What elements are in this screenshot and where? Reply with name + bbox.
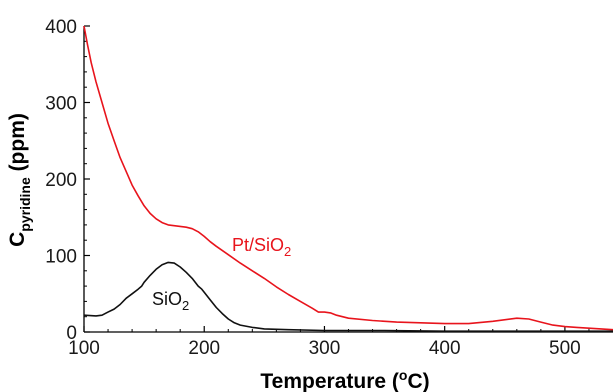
y-axis-ticks: 0 100 200 300 400 [45, 17, 90, 344]
series-label-sio2: SiO2 [152, 289, 189, 313]
series-line-sio2 [83, 261, 613, 332]
x-tick-label: 100 [68, 338, 100, 359]
series-label-pt-sio2: Pt/SiO2 [232, 235, 291, 259]
series-layer [83, 25, 613, 332]
x-tick-label: 300 [309, 338, 341, 359]
y-tick-label: 0 [66, 323, 77, 344]
x-tick-label: 200 [188, 338, 220, 359]
y-tick-label: 100 [45, 247, 77, 268]
series-line-pt-sio2 [83, 25, 613, 331]
x-tick-label: 500 [549, 338, 581, 359]
y-tick-label: 200 [45, 170, 77, 191]
y-tick-label: 400 [45, 17, 77, 38]
x-tick-label: 400 [429, 338, 461, 359]
y-tick-label: 300 [45, 94, 77, 115]
y-axis-title: Cpyridine (ppm) [6, 113, 33, 247]
plot-area [83, 26, 613, 333]
x-axis-title: Temperature (oC) [260, 367, 429, 392]
